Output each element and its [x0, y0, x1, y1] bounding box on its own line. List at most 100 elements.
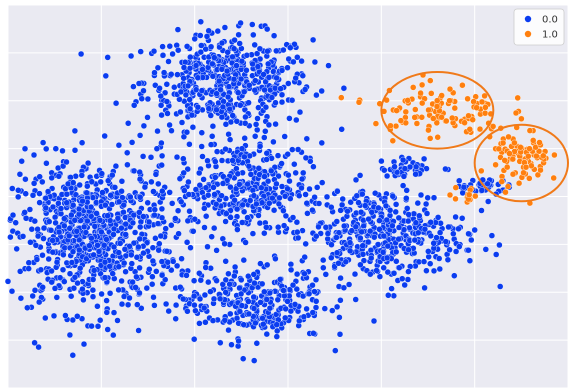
data-point	[346, 239, 354, 246]
data-point	[140, 122, 148, 130]
data-point	[84, 182, 91, 190]
data-point	[460, 183, 468, 191]
data-point	[478, 167, 485, 175]
data-point	[67, 293, 75, 300]
data-point	[228, 341, 235, 348]
data-point	[420, 258, 428, 265]
data-point	[446, 85, 454, 93]
data-point	[347, 198, 354, 206]
data-point	[465, 246, 472, 254]
data-point	[36, 173, 43, 180]
data-point	[427, 77, 434, 84]
data-point	[144, 95, 152, 103]
data-point	[32, 242, 40, 249]
data-point	[215, 77, 223, 85]
data-point	[221, 24, 229, 31]
data-point	[18, 157, 25, 165]
data-point	[199, 153, 206, 160]
data-point	[365, 238, 372, 246]
data-point	[40, 224, 48, 232]
data-point	[442, 165, 449, 173]
data-point	[277, 85, 284, 92]
data-point	[25, 265, 32, 272]
data-point	[499, 139, 507, 147]
data-point	[290, 58, 297, 66]
data-point	[302, 191, 309, 198]
data-point	[39, 178, 46, 186]
data-point	[427, 260, 434, 267]
data-point	[430, 267, 438, 275]
data-point	[229, 157, 236, 164]
data-point	[130, 83, 137, 90]
data-point	[162, 225, 169, 232]
data-point	[352, 296, 359, 303]
data-point	[110, 243, 118, 251]
data-point	[126, 243, 133, 250]
data-point	[237, 75, 245, 83]
data-point	[395, 214, 402, 222]
data-point	[143, 284, 151, 292]
data-point	[464, 95, 471, 103]
data-point	[340, 284, 348, 291]
data-point	[446, 246, 453, 254]
data-point	[45, 255, 52, 263]
data-point	[414, 199, 421, 207]
data-point	[83, 255, 90, 262]
data-point	[235, 31, 242, 38]
data-point	[333, 218, 340, 225]
data-point	[27, 239, 34, 246]
data-point	[28, 225, 35, 233]
data-point	[452, 195, 459, 203]
data-point	[509, 170, 517, 178]
data-point	[319, 179, 326, 186]
data-point	[140, 249, 147, 257]
data-point	[537, 166, 544, 174]
data-point	[240, 256, 248, 264]
data-point	[261, 134, 268, 141]
data-point	[393, 107, 400, 114]
data-point	[68, 259, 76, 266]
data-point	[186, 64, 194, 72]
data-point	[284, 298, 291, 305]
data-point	[473, 104, 480, 111]
data-point	[287, 266, 295, 274]
data-point	[278, 67, 286, 74]
data-point	[145, 218, 153, 226]
data-point	[282, 212, 290, 220]
data-point	[86, 242, 93, 249]
data-point	[299, 72, 306, 79]
data-point	[218, 39, 226, 47]
data-point	[131, 229, 139, 236]
data-point	[374, 241, 382, 248]
data-point	[60, 251, 67, 259]
data-point	[284, 150, 291, 158]
data-point	[251, 41, 258, 49]
data-point	[135, 327, 142, 334]
data-point	[26, 206, 34, 213]
data-point	[296, 108, 304, 116]
data-point	[450, 230, 457, 238]
data-point	[270, 32, 278, 39]
data-point	[312, 276, 320, 283]
data-point	[150, 188, 157, 195]
data-point	[310, 330, 317, 337]
data-point	[175, 230, 182, 237]
data-point	[118, 178, 126, 185]
data-point	[22, 215, 30, 222]
data-point	[403, 187, 410, 194]
data-point	[261, 86, 268, 94]
data-point	[434, 214, 442, 221]
data-point	[402, 108, 409, 116]
data-point	[53, 294, 60, 301]
data-point	[360, 257, 368, 264]
data-point	[71, 147, 79, 154]
data-point	[478, 207, 485, 214]
data-point	[368, 209, 375, 216]
data-point	[423, 267, 430, 274]
data-point	[405, 246, 412, 254]
data-point	[315, 223, 322, 231]
data-point	[225, 326, 232, 334]
data-point	[244, 214, 251, 221]
data-point	[238, 302, 246, 309]
data-point	[51, 285, 59, 292]
